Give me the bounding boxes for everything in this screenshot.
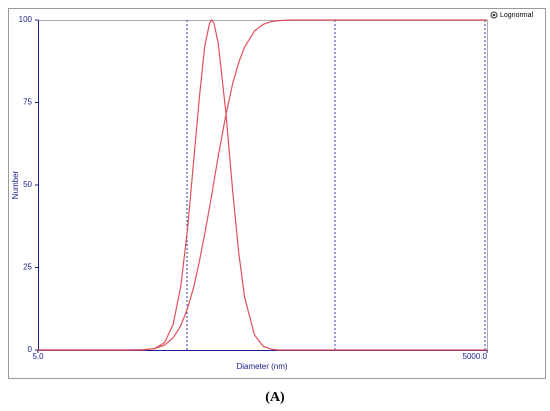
y-tick-label: 75 xyxy=(23,98,32,107)
x-tick-label: 5000.0 xyxy=(463,352,488,361)
x-axis-label: Diameter (nm) xyxy=(236,362,287,371)
series-line xyxy=(38,18,487,351)
legend-label[interactable]: Lognormal xyxy=(500,12,534,19)
frame xyxy=(8,8,546,379)
y-tick-label: 50 xyxy=(23,180,32,189)
y-axis-label: Number xyxy=(11,170,20,199)
y-tick-label: 0 xyxy=(28,345,33,354)
legend-radio-dot xyxy=(492,13,496,17)
caption: (A) xyxy=(265,390,285,405)
series-line xyxy=(38,19,487,351)
y-tick-label: 100 xyxy=(19,15,33,24)
y-tick-label: 25 xyxy=(23,263,32,272)
plot-area xyxy=(38,20,488,351)
x-tick-label: 5.0 xyxy=(32,352,44,361)
